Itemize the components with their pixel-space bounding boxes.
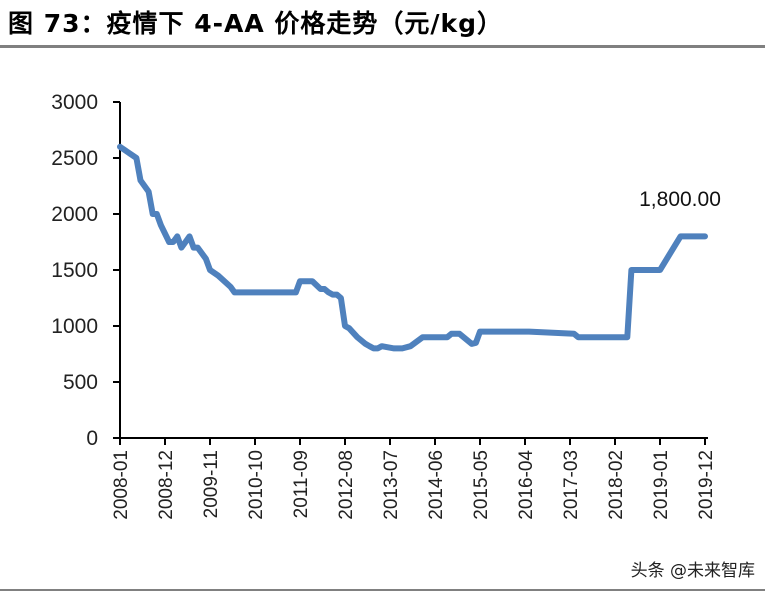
- y-tick-label: 3000: [51, 91, 98, 114]
- y-axis: 0 500 1000 1500 2000 2500 3000: [51, 91, 121, 450]
- top-rule: [0, 45, 765, 48]
- y-tick-label: 2500: [51, 147, 98, 170]
- x-tick-label: 2019-12: [696, 450, 717, 520]
- watermark: 头条 @未来智库: [630, 561, 755, 581]
- y-tick-label: 500: [63, 371, 98, 394]
- x-tick-label: 2016-04: [516, 450, 537, 520]
- x-tick-label: 2009-11: [201, 450, 222, 518]
- x-tick-label: 2014-06: [426, 450, 447, 520]
- data-label-last: 1,800.00: [639, 188, 721, 211]
- x-tick-label: 2017-03: [561, 450, 582, 520]
- x-tick-label: 2015-05: [471, 450, 492, 520]
- x-tick-label: 2013-07: [381, 450, 402, 520]
- x-tick-label: 2018-02: [606, 450, 627, 520]
- x-tick-label: 2012-08: [336, 450, 357, 520]
- y-tick-label: 1500: [51, 259, 98, 282]
- x-tick-label: 2011-09: [291, 450, 312, 518]
- x-tick-label: 2008-12: [156, 450, 177, 520]
- x-tick-label: 2010-10: [246, 450, 267, 520]
- figure-title: 图 73：疫情下 4-AA 价格走势（元/kg）: [8, 9, 504, 38]
- bottom-rule: [0, 589, 765, 591]
- x-tick-label: 2008-01: [111, 450, 132, 520]
- y-tick-label: 1000: [51, 315, 98, 338]
- x-tick-label: 2019-01: [651, 450, 672, 520]
- y-tick-label: 2000: [51, 203, 98, 226]
- price-line: [117, 143, 708, 352]
- y-tick-label: 0: [86, 427, 98, 450]
- x-axis: 2008-01 2008-12 2009-11 2010-10 2011-09 2012-…: [111, 437, 717, 520]
